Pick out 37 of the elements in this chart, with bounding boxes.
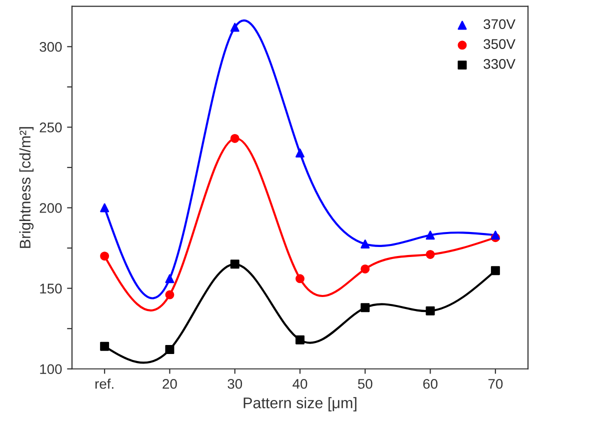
point (296, 148, 304, 158)
point (426, 230, 435, 240)
point (490, 230, 500, 240)
legend-label: 370V (484, 19, 516, 30)
point (426, 306, 435, 316)
point (100, 203, 110, 212)
point (296, 335, 304, 344)
y-tick-label: 150 (40, 284, 62, 294)
y-tick-label: 250 (40, 122, 62, 132)
point (230, 134, 240, 143)
point (360, 303, 370, 312)
point (165, 345, 174, 354)
point (100, 342, 110, 351)
point (230, 22, 240, 32)
point (165, 290, 174, 300)
point (165, 274, 174, 284)
x-tick-label: 60 (423, 378, 438, 389)
x-tick-label: 50 (358, 378, 372, 389)
x-tick-label: 30 (228, 378, 242, 389)
point (296, 274, 304, 284)
point (490, 266, 500, 276)
x-tick-label: ref. (95, 378, 114, 389)
y-tick-label: 100 (40, 364, 62, 374)
point (360, 264, 370, 274)
x-tick-label: 20 (162, 378, 177, 389)
legend-label: 350V (484, 39, 516, 49)
x-tick-label: 40 (292, 378, 308, 389)
legend-label: 330V (484, 59, 516, 69)
point (426, 250, 435, 259)
x-axis-title: Pattern size [μm] (244, 397, 356, 412)
y-tick-label: 300 (40, 42, 62, 52)
point (360, 240, 370, 249)
x-tick-label: 70 (488, 378, 503, 389)
point (230, 260, 240, 269)
y-axis-title: Brightness [cd/m²] (19, 127, 34, 248)
point (100, 252, 110, 261)
y-tick-label: 200 (40, 203, 62, 213)
